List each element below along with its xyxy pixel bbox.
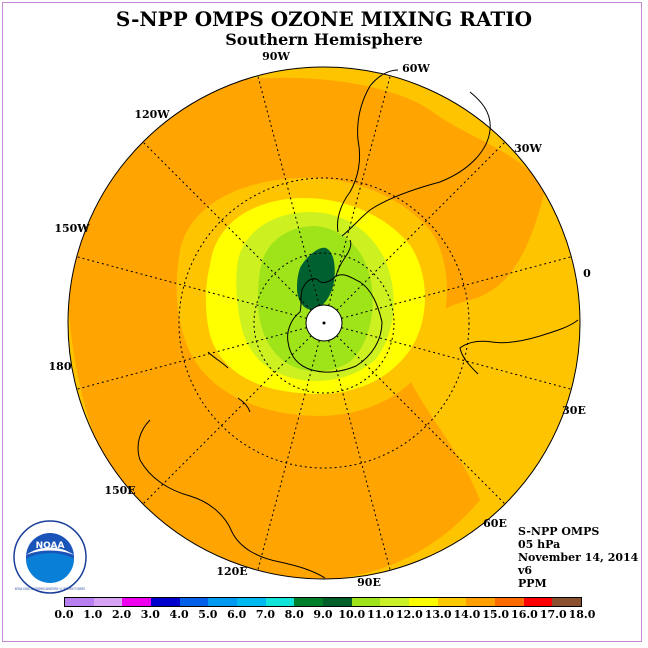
colorbar-segment [237,598,266,606]
longitude-labels: 90W 60W 30W 0 30E 60E 90E 120E 150E 180 150W 120W [49,50,592,589]
info-level: 05 hPa [518,538,561,551]
colorbar-segment [65,598,94,606]
colorbar-tick-label: 11.0 [367,608,394,621]
colorbar-tick-label: 7.0 [255,608,276,621]
africa-coast [459,319,579,375]
map-border [67,66,581,580]
info-block: S-NPP OMPS 05 hPa November 14, 2014 v6 P… [518,525,638,590]
longitude-label: 30E [562,404,586,417]
latitude-circle-middle [178,177,470,469]
longitude-label: 150W [54,222,90,235]
longitude-label: 60W [402,62,430,75]
colorbar-tick-label: 18.0 [568,608,596,621]
south-america-coast [337,69,491,237]
colorbar-tick-label: 6.0 [227,608,247,621]
colorbar-segment [93,598,123,606]
noaa-logo-text: NOAA [36,541,65,551]
longitude-label: 60E [483,517,507,530]
colorbar-segment [380,598,410,606]
antarctica-coast [287,274,383,373]
colorbar-segment [208,598,238,606]
colorbar-segment [495,598,524,606]
longitude-label: 120W [134,108,170,121]
colorbar-segment [351,598,381,606]
noaa-logo-gull [26,547,74,555]
colorbar-tick-label: 17.0 [539,608,567,621]
longitude-label: 90W [262,50,290,63]
info-instrument: S-NPP OMPS [518,525,600,538]
colorbar-tick-label: 15.0 [482,608,510,621]
australia-coast [137,419,326,579]
info-units: PPM [518,577,547,590]
colorbar-ticks: 0.0 1.0 2.0 3.0 4.0 5.0 6.0 7.0 8.0 9.0 10.0 11.0 12… [0,608,648,624]
antarctic-peninsula-coast [335,239,352,277]
longitude-label: 120E [216,565,247,578]
colorbar-segment [323,598,352,606]
info-version: v6 [518,564,533,577]
colorbar-tick-label: 9.0 [313,608,333,621]
noaa-logo-ring-text: NATIONAL OCEANIC AND ATMOSPHERIC ADMINIS… [15,587,85,591]
latitude-circle-inner [253,252,395,394]
colorbar-segment [265,598,295,606]
colorbar-tick-label: 2.0 [111,608,132,621]
colorbar-segment [552,598,582,606]
longitude-label: 0 [583,267,591,280]
longitude-label: 30W [514,142,542,155]
colorbar-tick-label: 16.0 [511,608,538,621]
colorbar-segment [122,598,152,606]
colorbar-segment [523,598,553,606]
longitude-label: 90E [357,576,381,589]
colorbar-tick-label: 8.0 [284,608,304,621]
colorbar-tick-label: 3.0 [140,608,160,621]
colorbar-segment [179,598,209,606]
colorbar-tick-label: 14.0 [453,608,481,621]
info-date: November 14, 2014 [518,551,639,564]
colorbar-tick-label: 4.0 [169,608,189,621]
colorbar-tick-label: 10.0 [338,608,366,621]
pole-dot [322,321,326,325]
noaa-logo-lower-disc [26,553,74,583]
noaa-logo: NOAA NATIONAL OCEANIC AND ATMOSPHERIC AD… [13,520,87,594]
colorbar-segment [294,598,324,606]
colorbar-tick-label: 13.0 [424,608,452,621]
colorbar-tick-label: 1.0 [83,608,103,621]
graticule [178,177,470,469]
coastlines [137,69,579,579]
page-frame [2,2,642,642]
colorbar-tick-label: 12.0 [395,608,423,621]
page-title: S-NPP OMPS OZONE MIXING RATIO [115,7,533,31]
colorbar-segment [466,598,496,606]
new-zealand-coast [207,351,251,413]
longitude-label: 180 [49,360,72,373]
colorbar-segment [151,598,180,606]
colorbar-segment [409,598,438,606]
longitude-label: 150E [104,484,135,497]
colorbar-tick-label: 5.0 [198,608,218,621]
page-subtitle: Southern Hemisphere [225,30,423,49]
colorbar-tick-label: 0.0 [54,608,74,621]
colorbar-segment [437,598,467,606]
colorbar [64,597,582,607]
